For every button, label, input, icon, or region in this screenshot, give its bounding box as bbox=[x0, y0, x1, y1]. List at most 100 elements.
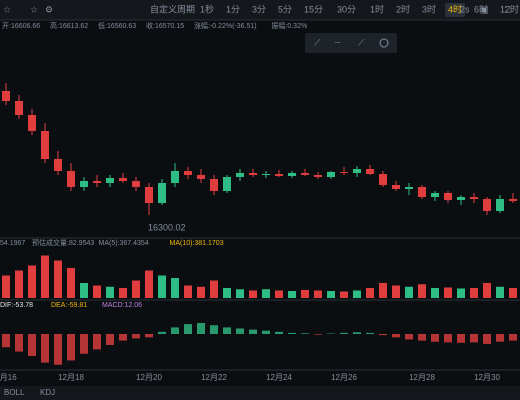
macd-bar bbox=[366, 332, 374, 334]
candle-body bbox=[210, 179, 218, 191]
period[interactable]: 2时 bbox=[396, 3, 410, 14]
candle-body bbox=[54, 159, 62, 171]
candle-body bbox=[249, 173, 257, 175]
volume-bar bbox=[340, 291, 348, 298]
tabs-bg bbox=[0, 386, 520, 400]
indicator-tab[interactable]: KDJ bbox=[40, 388, 55, 397]
volume-bar bbox=[314, 290, 322, 298]
icon[interactable]: ☆ bbox=[30, 4, 38, 14]
custom-period[interactable]: 自定义周期 bbox=[150, 3, 195, 14]
refresh-rate[interactable]: 2s bbox=[460, 4, 470, 14]
period[interactable]: 12时 bbox=[500, 3, 519, 14]
candle-body bbox=[223, 177, 231, 191]
ohlc-info: 高:16613.62 bbox=[50, 21, 88, 30]
macd-bar bbox=[262, 330, 270, 334]
period[interactable]: 30分 bbox=[337, 4, 356, 14]
volume-bar bbox=[470, 288, 478, 298]
macd-bar bbox=[236, 328, 244, 334]
candle-body bbox=[418, 187, 426, 197]
price-annotation: 16300.02 bbox=[148, 222, 186, 232]
candle-body bbox=[15, 101, 23, 115]
draw-tool[interactable]: ┄ bbox=[335, 37, 341, 47]
macd-bar bbox=[288, 332, 296, 334]
period[interactable]: 3时 bbox=[422, 3, 436, 14]
volume-bar bbox=[236, 289, 244, 298]
period[interactable]: 6时 bbox=[474, 3, 488, 14]
macd-bar bbox=[80, 334, 88, 354]
volume-bar bbox=[301, 290, 309, 298]
macd-bar bbox=[197, 323, 205, 334]
volume-bar bbox=[145, 270, 153, 298]
macd-bar bbox=[444, 334, 452, 343]
x-tick-label: 12月26 bbox=[331, 373, 357, 382]
icon[interactable]: ▣ bbox=[480, 4, 489, 14]
macd-bar bbox=[392, 334, 400, 338]
toolbar-bg bbox=[0, 0, 520, 20]
macd-bar bbox=[275, 331, 283, 334]
volume-bar bbox=[509, 288, 517, 298]
volume-bar bbox=[262, 289, 270, 298]
candle-body bbox=[106, 178, 114, 183]
draw-tool[interactable]: ⟋ bbox=[314, 37, 321, 47]
x-tick-label: 12月20 bbox=[136, 373, 162, 382]
candle-body bbox=[158, 183, 166, 203]
volume-bar bbox=[379, 283, 387, 298]
macd-info: DIF:-53.78 bbox=[0, 302, 33, 309]
period[interactable]: 4时 bbox=[448, 3, 462, 14]
candle-body bbox=[197, 175, 205, 179]
macd-bar bbox=[470, 334, 478, 343]
volume-label: 54.1967 bbox=[0, 240, 25, 247]
x-tick-label: 2月16 bbox=[0, 373, 17, 382]
macd-bar bbox=[483, 334, 491, 344]
candle-body bbox=[288, 173, 296, 176]
icon[interactable]: ☆ bbox=[3, 4, 11, 14]
volume-bar bbox=[93, 285, 101, 298]
draw-tool[interactable] bbox=[379, 38, 389, 48]
period[interactable]: 1时 bbox=[370, 3, 384, 14]
macd-bar bbox=[119, 334, 127, 341]
volume-bar bbox=[184, 285, 192, 298]
volume-bar bbox=[457, 288, 465, 298]
x-tick-label: 12月18 bbox=[58, 373, 84, 382]
candle-body bbox=[431, 193, 439, 197]
volume-bar bbox=[2, 275, 10, 298]
period[interactable]: 5分 bbox=[278, 4, 292, 14]
macd-bar bbox=[509, 334, 517, 341]
period[interactable]: 3分 bbox=[252, 4, 266, 14]
volume-bar bbox=[366, 288, 374, 298]
candle-body bbox=[405, 187, 413, 189]
icon[interactable]: ⛶ bbox=[504, 4, 512, 14]
macd-bar bbox=[171, 327, 179, 334]
candle-body bbox=[2, 91, 10, 101]
draw-tool[interactable]: ⟋ bbox=[358, 37, 365, 47]
active-period-bg bbox=[445, 3, 465, 17]
macd-bar bbox=[132, 334, 140, 339]
candle-body bbox=[470, 197, 478, 199]
macd-bar bbox=[15, 334, 23, 352]
volume-bar bbox=[392, 285, 400, 298]
candle-body bbox=[236, 173, 244, 177]
candle-body bbox=[379, 174, 387, 185]
period[interactable]: 15分 bbox=[304, 4, 323, 14]
macd-bar bbox=[223, 327, 231, 334]
icon[interactable]: ⚙ bbox=[45, 4, 53, 14]
volume-bar bbox=[28, 265, 36, 298]
period[interactable]: 1秒 bbox=[200, 3, 214, 14]
ohlc-info: 开:16606.66 bbox=[2, 22, 40, 30]
candle-body bbox=[132, 181, 140, 187]
volume-bar bbox=[444, 287, 452, 298]
indicator-tab[interactable]: BOLL bbox=[4, 388, 25, 397]
volume-bar bbox=[327, 291, 335, 298]
volume-bar bbox=[353, 290, 361, 298]
x-tick-label: 12月22 bbox=[201, 373, 227, 382]
candle-body bbox=[275, 174, 283, 176]
volume-bar bbox=[483, 283, 491, 298]
macd-info: MACD:12.06 bbox=[102, 302, 142, 309]
volume-bar bbox=[275, 290, 283, 298]
draw-toolbox bbox=[305, 33, 397, 53]
period[interactable]: 1分 bbox=[226, 4, 240, 14]
candle-body bbox=[145, 187, 153, 203]
volume-bar bbox=[496, 286, 504, 298]
volume-info: MA(10):381.1703 bbox=[170, 240, 224, 247]
